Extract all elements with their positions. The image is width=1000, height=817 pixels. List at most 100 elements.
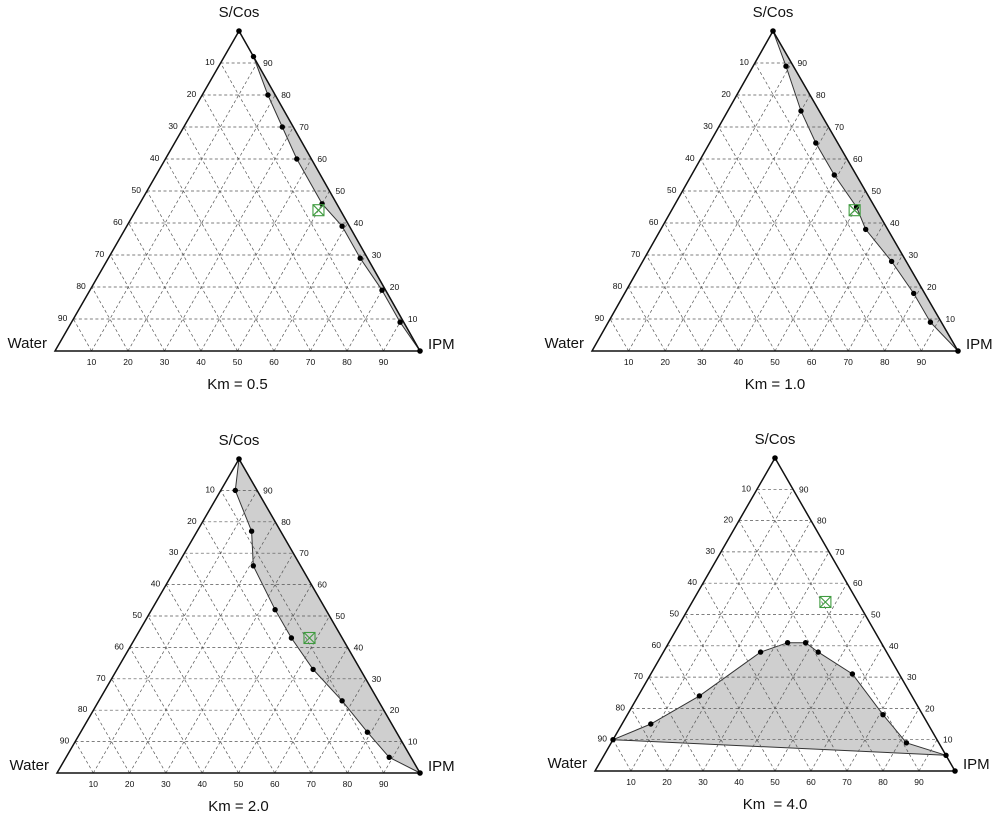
boundary-point [248,528,255,534]
bottom-axis-tick-label: 80 [880,357,890,367]
boundary-point [364,729,371,735]
right-axis-tick-label: 30 [372,250,382,260]
vertex-point-scos [772,455,778,461]
gridline-ipm [383,741,403,774]
boundary-point [279,124,285,130]
right-axis-tick-label: 50 [871,610,881,620]
gridline-ipm [164,126,294,352]
tick-labels: 10 90 10 20 80 20 30 70 30 40 60 40 50 50 50 60 40 60 70 30… [598,483,953,787]
ternary-panel-km-2-0: 10 90 10 20 80 20 30 70 30 40 60 40 50 50 50 60 40 60 70 30… [10,432,455,815]
gridline-water [93,710,130,774]
formulation-marker [303,631,316,645]
bottom-axis-tick-label: 70 [306,357,316,367]
boundary-point [815,649,821,655]
boundary-point [696,693,703,699]
bottom-axis-tick-label: 20 [125,779,135,789]
formulation-marker-cross [303,632,316,644]
gridline-ipm [847,254,903,352]
right-axis-tick-label: 90 [799,484,809,494]
boundary-point [250,53,257,60]
left-axis-tick-label: 30 [703,121,713,131]
boundary-point [853,204,860,210]
gridline-ipm [630,489,794,772]
vertex-point-ipm [417,770,423,776]
right-axis-tick-label: 60 [317,580,327,590]
bottom-axis-tick-label: 90 [914,777,924,787]
bottom-axis-tick-label: 50 [770,777,780,787]
vertex-label-right: IPM [963,756,990,773]
formulation-marker-box [819,595,832,609]
grid-lines [612,488,938,772]
ternary-frame [593,456,957,772]
boundary-point [288,635,295,641]
gridline-water [109,254,165,352]
bottom-axis-tick-label: 20 [123,357,133,367]
tick-labels: 10 90 10 20 80 20 30 70 30 40 60 40 50 50 50 60 40 60 70 30… [60,484,418,789]
bottom-axis-tick-label: 30 [160,357,170,367]
right-axis-tick-label: 80 [817,516,827,526]
vertex-point-scos [236,456,242,462]
left-axis-tick-label: 70 [95,249,105,259]
right-axis-tick-label: 40 [354,642,364,652]
gridline-ipm [92,490,258,774]
left-axis-tick-label: 10 [739,57,749,67]
right-axis-tick-label: 20 [390,705,400,715]
gridline-water [756,489,920,772]
right-axis-tick-label: 70 [835,547,845,557]
bottom-axis-tick-label: 90 [917,357,927,367]
gridline-water [220,62,384,352]
left-axis-tick-label: 40 [688,577,698,587]
gridline-ipm [310,678,367,774]
bottom-axis-tick-label: 20 [662,777,672,787]
vertex-point-ipm [417,348,423,354]
formulation-marker-cross [819,596,832,608]
left-axis-tick-label: 10 [205,484,215,494]
grid-lines [74,490,403,774]
gridline-ipm [238,615,330,774]
gridline-ipm [884,286,922,352]
bottom-axis-tick-label: 10 [87,357,97,367]
left-axis-tick-label: 20 [187,516,197,526]
vertex-label-top: S/Cos [753,4,794,21]
bottom-axis-tick-label: 70 [843,357,853,367]
left-axis-tick-label: 80 [78,704,88,714]
bottom-axis-tick-label: 80 [343,779,353,789]
formulation-marker-cross [848,204,861,217]
bottom-axis-tick-label: 50 [770,357,780,367]
gridline-ipm [701,126,829,352]
boundary-point [250,563,256,569]
vertex-label-left: Water [548,755,587,772]
gridline-water [165,584,276,774]
km-label: Km = 2.0 [208,798,268,815]
right-axis-tick-label: 40 [889,641,899,651]
left-axis-tick-label: 60 [649,217,659,227]
right-axis-tick-label: 80 [816,90,826,100]
microemulsion-region [612,642,947,756]
boundary-point [783,63,789,69]
gridline-ipm [165,553,294,774]
gridline-water [718,126,849,352]
left-axis-tick-label: 70 [96,673,106,683]
gridline-water [73,318,92,352]
left-axis-tick-label: 40 [150,153,160,163]
right-axis-tick-label: 40 [354,218,364,228]
gridline-ipm [918,739,938,772]
boundary-point [798,108,804,114]
vertex-label-right: IPM [966,336,993,353]
gridline-water [666,645,740,772]
gridline-water [645,254,703,352]
left-axis-tick-label: 90 [595,313,605,323]
gridline-ipm [702,551,830,772]
left-axis-tick-label: 50 [133,610,143,620]
boundary-point [831,172,837,178]
gridline-water [220,490,385,774]
boundary-point [880,712,886,718]
microemulsion-region [234,457,422,775]
gridline-water [630,708,668,772]
vertex-label-right: IPM [428,758,455,775]
formulation-marker-cross [312,204,325,217]
bottom-axis-tick-label: 80 [878,777,888,787]
gridline-water [648,676,704,772]
gridline-water [146,190,238,352]
gridline-water [184,553,312,774]
